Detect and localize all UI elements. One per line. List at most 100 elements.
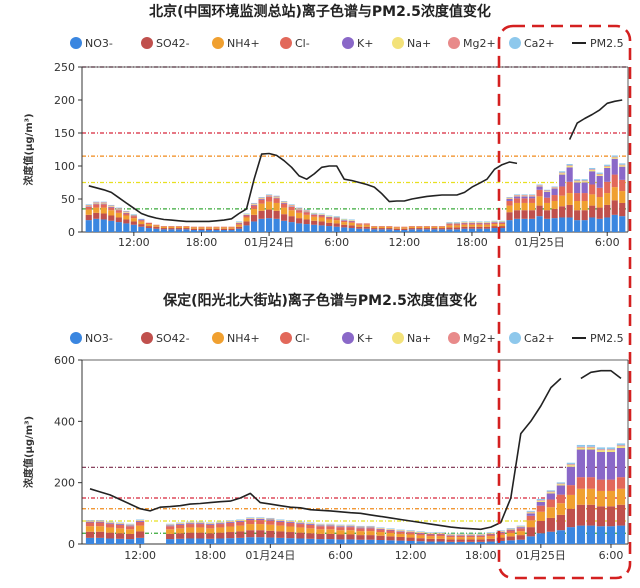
bar-segment [366, 539, 375, 544]
bar-segment [166, 533, 175, 540]
bar-segment [356, 528, 365, 532]
bar-segment [536, 521, 545, 534]
bar-segment [346, 530, 355, 535]
bar-segment [256, 518, 265, 521]
bar-segment [135, 521, 145, 526]
bar-segment [516, 527, 525, 529]
bar-segment [186, 524, 195, 528]
bar-segment [108, 206, 115, 207]
bar-segment [183, 226, 190, 229]
bar-segment [276, 520, 285, 521]
bar-segment [168, 229, 175, 232]
bar-segment [296, 210, 303, 213]
bar-segment [243, 225, 250, 232]
bar-segment [401, 228, 408, 231]
bar-segment [468, 222, 476, 224]
bar-segment [446, 222, 453, 224]
bar-segment [356, 531, 365, 536]
bar-segment [574, 200, 581, 211]
bar-segment [426, 534, 435, 537]
bar-segment [205, 228, 213, 231]
bar-segment [576, 504, 586, 526]
bar-segment [604, 166, 611, 167]
bar-segment [544, 202, 551, 211]
bar-segment [95, 537, 105, 544]
bar-segment [216, 532, 225, 539]
x-tick-label: 12:00 [395, 549, 427, 562]
bar-segment [466, 533, 475, 535]
bar-segment [250, 221, 258, 232]
bar-segment [416, 533, 425, 536]
bar-segment [386, 228, 393, 230]
bar-segment [536, 505, 545, 512]
bar-segment [256, 537, 265, 544]
bar-segment [426, 538, 435, 542]
bar-segment [446, 223, 453, 225]
bar-segment [393, 230, 400, 232]
legend-marker [448, 332, 460, 344]
bar-segment [521, 195, 528, 197]
bar-segment [100, 202, 107, 203]
bar-segment [406, 531, 415, 532]
bar-segment [461, 228, 468, 232]
bar-segment [506, 536, 515, 541]
bar-segment [559, 173, 566, 175]
bar-segment [526, 536, 535, 544]
bar-segment [393, 226, 400, 228]
bar-segment [266, 520, 275, 525]
bar-segment [528, 198, 536, 203]
bar-segment [544, 189, 551, 191]
bar-segment [371, 226, 378, 227]
bar-segment [198, 227, 205, 229]
bar-segment [386, 528, 395, 529]
bar-segment [100, 201, 107, 203]
bar-segment [326, 222, 333, 227]
bar-segment [276, 525, 285, 532]
bar-segment [95, 521, 105, 523]
bar-segment [123, 213, 130, 216]
bar-segment [216, 527, 225, 533]
bar-segment [406, 532, 415, 535]
bar-segment [246, 518, 255, 521]
bar-segment [574, 181, 581, 183]
bar-segment [183, 226, 190, 227]
bar-segment [123, 212, 130, 213]
bar-segment [526, 513, 535, 516]
bar-segment [186, 538, 195, 544]
bar-segment [416, 535, 425, 539]
bar-segment [145, 228, 152, 232]
bar-segment [276, 521, 285, 522]
bar-segment [175, 226, 183, 227]
bar-segment [513, 202, 521, 211]
bar-segment [526, 527, 535, 537]
bar-segment [544, 191, 551, 192]
bar-segment [408, 229, 415, 232]
x-tick-label: 18:00 [194, 549, 226, 562]
pm25-line [88, 99, 623, 223]
bar-segment [286, 526, 295, 533]
bar-segment [546, 517, 555, 532]
bar-segment [258, 197, 265, 199]
bar-segment [526, 512, 535, 514]
bar-segment [115, 217, 122, 223]
bar-segment [281, 202, 288, 203]
bar-segment [246, 530, 255, 538]
bar-segment [288, 222, 295, 232]
bar-segment [93, 203, 100, 205]
bar-segment [406, 537, 415, 541]
bar-segment [536, 511, 545, 521]
bar-segment [250, 205, 258, 209]
bar-segment [506, 220, 513, 232]
bar-segment [288, 204, 295, 205]
bar-segment [256, 517, 265, 518]
pm25-line [89, 369, 622, 531]
legend-marker [392, 37, 404, 49]
bar-segment [266, 524, 275, 531]
bar-segment [281, 200, 288, 202]
bar-segment [559, 195, 566, 207]
bar-segment [333, 216, 340, 218]
bar-segment [559, 172, 566, 174]
bar-segment [266, 518, 275, 520]
bar-segment [386, 530, 395, 533]
bar-segment [341, 227, 348, 232]
